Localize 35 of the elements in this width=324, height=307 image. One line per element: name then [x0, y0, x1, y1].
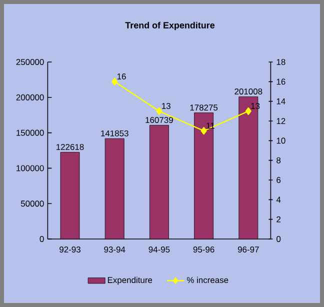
chart-title: Trend of Expenditure — [125, 22, 215, 30]
x-tick-label: 96-97 — [238, 246, 259, 253]
data-label: 141853 — [101, 130, 128, 136]
y2-tick-label: 12 — [276, 118, 286, 124]
y2-tick-label: 14 — [276, 98, 286, 104]
data-label: 178275 — [190, 104, 218, 111]
x-tick-label: 92-93 — [60, 246, 80, 253]
x-tick-label: 95-96 — [193, 246, 214, 253]
y2-tick-label: 6 — [276, 177, 281, 183]
y-tick-label: 0 — [40, 236, 44, 242]
y2-tick-label: 18 — [276, 59, 286, 65]
y-tick-label: 200000 — [16, 94, 44, 100]
data-label: 16 — [117, 73, 126, 80]
y2-tick-label: 4 — [276, 196, 281, 203]
x-tick-label: 94-95 — [148, 246, 170, 253]
data-label: 201008 — [234, 88, 262, 94]
y-tick-label: 100000 — [16, 165, 44, 172]
data-label: 13 — [162, 102, 170, 109]
data-label: 160739 — [146, 117, 173, 123]
point — [200, 127, 207, 135]
point — [156, 107, 162, 115]
point — [112, 78, 118, 86]
x-tick-label: 93-94 — [104, 246, 126, 253]
y-tick-label: 50000 — [20, 200, 44, 207]
y2-tick-label: 0 — [276, 236, 281, 242]
y2-tick-label: 8 — [276, 157, 281, 164]
y2-tick-label: 16 — [276, 78, 286, 85]
y2-tick-label: 2 — [276, 216, 280, 222]
y2-tick-label: 10 — [276, 138, 286, 144]
point — [245, 107, 252, 115]
y-tick-label: 150000 — [16, 130, 44, 136]
legend-label: % increase — [186, 276, 228, 284]
data-label: 122618 — [56, 144, 84, 150]
legend-label: Expenditure — [108, 276, 152, 285]
y-tick-label: 250000 — [16, 59, 44, 65]
